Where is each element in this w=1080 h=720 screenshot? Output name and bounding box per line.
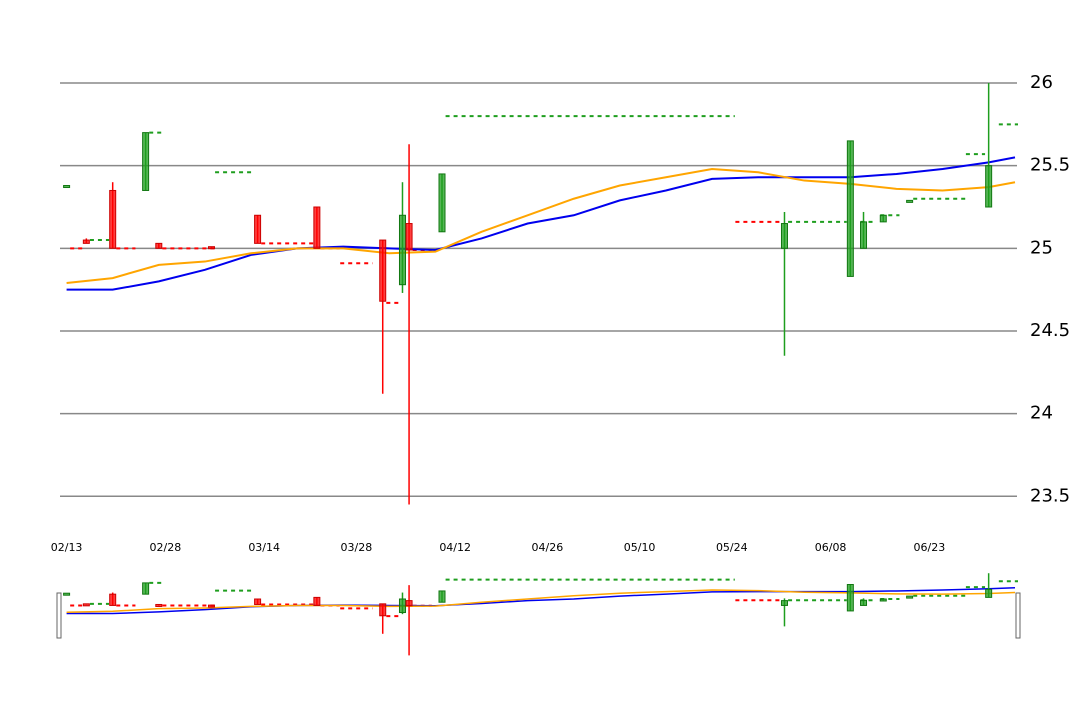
candle-body xyxy=(142,132,150,191)
candle-body xyxy=(254,214,262,244)
candle-body xyxy=(155,242,163,249)
candle-body xyxy=(82,603,90,607)
x-tick-label: 04/26 xyxy=(532,541,564,554)
candle-body xyxy=(379,239,387,302)
candle-body xyxy=(142,582,150,595)
candle-body xyxy=(398,598,406,614)
candle-body xyxy=(906,199,914,203)
x-tick-label: 02/28 xyxy=(150,541,182,554)
x-tick-label: 05/24 xyxy=(716,541,748,554)
x-tick-label: 03/28 xyxy=(341,541,373,554)
y-tick-label: 25 xyxy=(1030,237,1053,258)
navigator-handle[interactable] xyxy=(56,592,62,639)
moving-average xyxy=(66,589,1016,613)
candle-body xyxy=(906,595,914,599)
candle-body xyxy=(313,596,321,606)
y-tick-label: 23.5 xyxy=(1030,485,1070,506)
candle-body xyxy=(405,223,413,251)
candle-body xyxy=(879,214,887,223)
candle-body xyxy=(438,173,446,233)
candle-body xyxy=(405,600,413,607)
moving-average xyxy=(66,167,1016,285)
x-tick-label: 05/10 xyxy=(624,541,656,554)
candle-body xyxy=(379,603,387,617)
candle-body xyxy=(109,593,117,606)
y-tick-label: 24.5 xyxy=(1030,320,1070,341)
candle-body xyxy=(879,598,887,602)
x-tick-label: 06/08 xyxy=(815,541,847,554)
candle-body xyxy=(207,604,215,608)
candle-body xyxy=(313,206,321,249)
x-tick-label: 02/13 xyxy=(51,541,83,554)
candle-body xyxy=(846,140,854,277)
candle-body xyxy=(63,185,71,189)
candle-body xyxy=(254,598,262,605)
candle-body xyxy=(155,603,163,607)
candle-body xyxy=(109,189,117,249)
candle-body xyxy=(780,223,788,249)
candle-body xyxy=(985,588,993,598)
candle-body xyxy=(860,221,868,249)
navigator-handle[interactable] xyxy=(1015,592,1021,639)
moving-average xyxy=(66,156,1016,291)
candle-body xyxy=(985,165,993,208)
candle-body xyxy=(63,592,71,596)
candle-body xyxy=(82,239,90,244)
x-tick-label: 04/12 xyxy=(439,541,471,554)
candle-body xyxy=(780,600,788,606)
x-tick-label: 06/23 xyxy=(914,541,946,554)
candle-body xyxy=(860,599,868,606)
x-tick-label: 03/14 xyxy=(248,541,280,554)
y-tick-label: 26 xyxy=(1030,72,1053,93)
candle-body xyxy=(438,590,446,603)
y-tick-label: 25.5 xyxy=(1030,155,1070,176)
candle-body xyxy=(207,246,215,250)
y-tick-label: 24 xyxy=(1030,403,1053,424)
candle-body xyxy=(846,584,854,612)
moving-average xyxy=(66,586,1016,615)
candle-body xyxy=(398,214,406,286)
